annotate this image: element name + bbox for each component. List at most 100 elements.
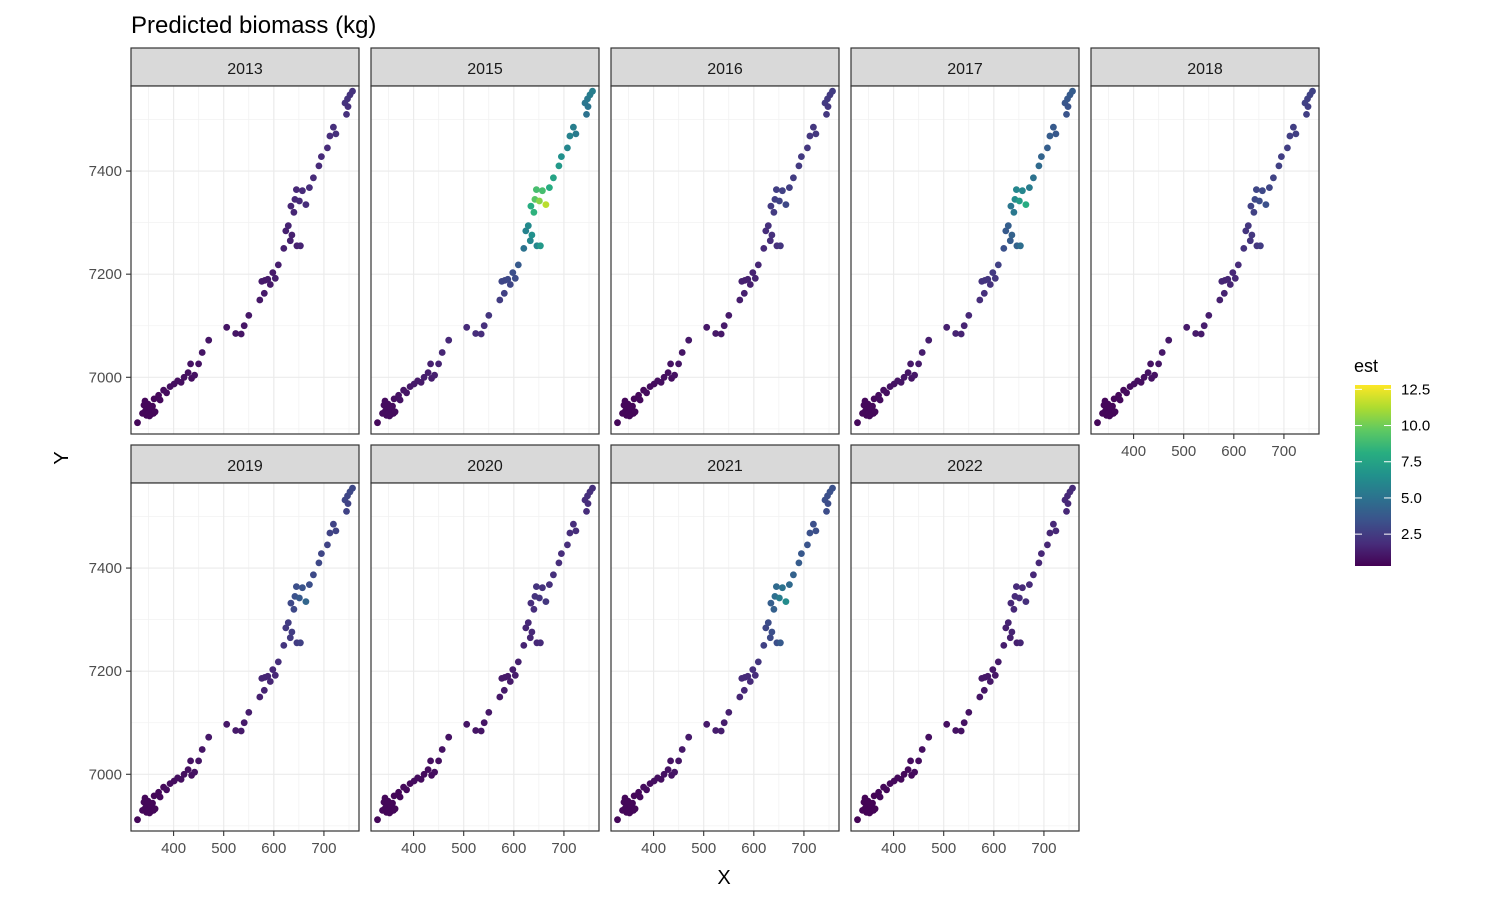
x-tick-label: 400 bbox=[881, 840, 906, 857]
data-point bbox=[1183, 323, 1191, 331]
data-point bbox=[1017, 242, 1024, 250]
data-point bbox=[883, 786, 890, 794]
data-point bbox=[749, 269, 757, 276]
data-point bbox=[754, 658, 762, 666]
data-point bbox=[306, 184, 313, 192]
data-point bbox=[798, 550, 805, 557]
data-point bbox=[299, 187, 306, 195]
data-point bbox=[528, 231, 536, 239]
data-point bbox=[195, 360, 203, 368]
facet-panel-2017: 2017 bbox=[850, 47, 1080, 435]
data-point bbox=[198, 349, 206, 356]
data-point bbox=[1000, 245, 1008, 252]
data-point bbox=[558, 153, 565, 161]
data-point bbox=[344, 500, 352, 507]
data-point bbox=[389, 799, 396, 807]
data-point bbox=[134, 419, 141, 427]
data-point bbox=[539, 187, 546, 195]
facet-strip-label: 2016 bbox=[707, 61, 743, 78]
data-point bbox=[678, 746, 686, 753]
facet-strip-label: 2013 bbox=[227, 61, 263, 78]
data-point bbox=[952, 727, 960, 734]
data-point bbox=[286, 237, 294, 245]
data-point bbox=[1205, 312, 1213, 319]
data-point bbox=[546, 581, 553, 588]
facet-strip bbox=[370, 444, 600, 484]
data-point bbox=[511, 671, 519, 679]
data-point bbox=[1026, 581, 1033, 588]
data-point bbox=[472, 727, 480, 734]
data-point bbox=[717, 727, 725, 735]
data-point bbox=[1022, 598, 1030, 605]
data-point bbox=[1253, 186, 1260, 194]
data-point bbox=[1111, 408, 1119, 416]
facet-strip-label: 2019 bbox=[227, 458, 263, 475]
data-point bbox=[1094, 419, 1101, 427]
facet-strip-label: 2022 bbox=[947, 458, 983, 475]
data-point bbox=[527, 202, 535, 210]
data-point bbox=[315, 559, 323, 567]
data-point bbox=[1002, 227, 1010, 235]
data-point bbox=[584, 103, 592, 110]
data-point bbox=[1035, 162, 1043, 170]
y-tick-label: 7000 bbox=[89, 369, 122, 386]
data-point bbox=[1275, 162, 1283, 170]
panel-border bbox=[130, 482, 360, 832]
data-point bbox=[533, 583, 540, 590]
data-point bbox=[260, 686, 268, 694]
data-point bbox=[1069, 87, 1076, 95]
data-point bbox=[773, 186, 780, 194]
data-point bbox=[282, 624, 290, 632]
data-point bbox=[1250, 208, 1258, 216]
data-point bbox=[664, 766, 672, 773]
data-point bbox=[506, 281, 514, 288]
data-point bbox=[760, 642, 768, 649]
data-point bbox=[389, 402, 396, 410]
data-point bbox=[156, 793, 164, 801]
data-point bbox=[424, 369, 432, 376]
data-point bbox=[191, 371, 199, 379]
data-point bbox=[671, 768, 678, 776]
data-point bbox=[1013, 186, 1020, 194]
data-point bbox=[1259, 187, 1266, 195]
data-point bbox=[293, 186, 300, 194]
data-point bbox=[703, 720, 711, 728]
x-tick-label: 500 bbox=[931, 840, 956, 857]
data-point bbox=[1007, 202, 1015, 210]
legend-tick-label: 5.0 bbox=[1401, 490, 1422, 507]
data-point bbox=[1257, 242, 1264, 250]
data-point bbox=[318, 550, 325, 557]
data-point bbox=[786, 184, 793, 192]
data-point bbox=[180, 770, 188, 778]
data-point bbox=[546, 184, 553, 192]
data-point bbox=[1004, 619, 1012, 627]
data-point bbox=[994, 261, 1002, 269]
data-point bbox=[1030, 174, 1037, 182]
data-point bbox=[151, 805, 159, 813]
data-point bbox=[286, 634, 294, 642]
legend-colorbar bbox=[1355, 385, 1391, 566]
data-point bbox=[1063, 508, 1070, 515]
data-point bbox=[528, 628, 536, 636]
data-point bbox=[678, 349, 686, 356]
data-point bbox=[1016, 197, 1023, 205]
data-point bbox=[767, 202, 775, 210]
data-point bbox=[915, 360, 922, 368]
facet-panel-2019: 2019 7000 7200 7400 400 500 600 700 bbox=[89, 444, 360, 857]
data-point bbox=[1038, 550, 1045, 557]
data-point bbox=[438, 746, 446, 753]
data-point bbox=[1069, 484, 1076, 492]
data-point bbox=[751, 274, 759, 282]
data-point bbox=[824, 103, 832, 110]
data-point bbox=[555, 559, 563, 567]
data-point bbox=[767, 599, 775, 607]
data-point bbox=[149, 799, 156, 807]
data-point bbox=[1266, 184, 1273, 192]
data-point bbox=[477, 727, 485, 735]
data-point bbox=[324, 144, 331, 152]
data-point bbox=[424, 766, 432, 773]
data-point bbox=[854, 419, 861, 427]
data-point bbox=[876, 793, 884, 801]
data-point bbox=[1013, 583, 1020, 590]
panel-background bbox=[371, 86, 599, 434]
